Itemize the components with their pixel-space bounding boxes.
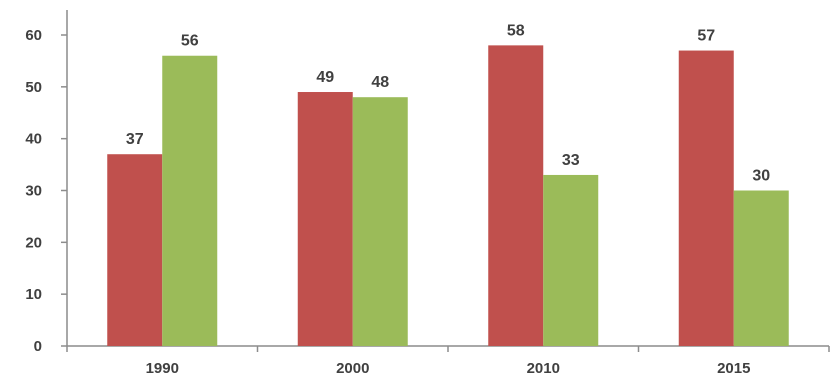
bar-2010-series-1 [488, 45, 544, 346]
y-tick-label: 30 [25, 183, 42, 200]
data-labels: 37 56 49 48 58 33 57 30 [126, 22, 770, 184]
y-tick-label: 60 [25, 27, 42, 44]
y-axis: 0 10 20 30 40 50 60 [25, 10, 68, 355]
bar-1990-series-1 [107, 154, 163, 346]
x-tick-label: 2000 [336, 360, 369, 377]
data-label: 56 [181, 33, 199, 50]
data-label: 49 [316, 69, 334, 86]
y-tick-label: 10 [25, 286, 42, 303]
data-label: 58 [507, 22, 525, 39]
x-axis: 1990 2000 2010 2015 [66, 345, 830, 377]
x-tick-label: 2010 [527, 360, 560, 377]
bar-2000-series-1 [297, 92, 353, 347]
y-tick-label: 0 [34, 338, 42, 355]
data-label: 57 [697, 28, 715, 45]
bar-2010-series-2 [543, 174, 599, 346]
data-label: 48 [371, 74, 389, 91]
bar-2000-series-2 [352, 97, 408, 346]
x-tick-label: 1990 [146, 360, 179, 377]
data-label: 33 [562, 152, 580, 169]
bar-1990-series-2 [162, 55, 218, 346]
data-label: 30 [752, 168, 770, 185]
data-label: 37 [126, 131, 144, 148]
y-tick-label: 40 [25, 131, 42, 148]
x-tick-label: 2015 [717, 360, 750, 377]
y-tick-label: 20 [25, 234, 42, 251]
bars [107, 45, 789, 347]
bar-2015-series-2 [733, 190, 789, 346]
y-tick-label: 50 [25, 79, 42, 96]
bar-2015-series-1 [678, 50, 734, 347]
